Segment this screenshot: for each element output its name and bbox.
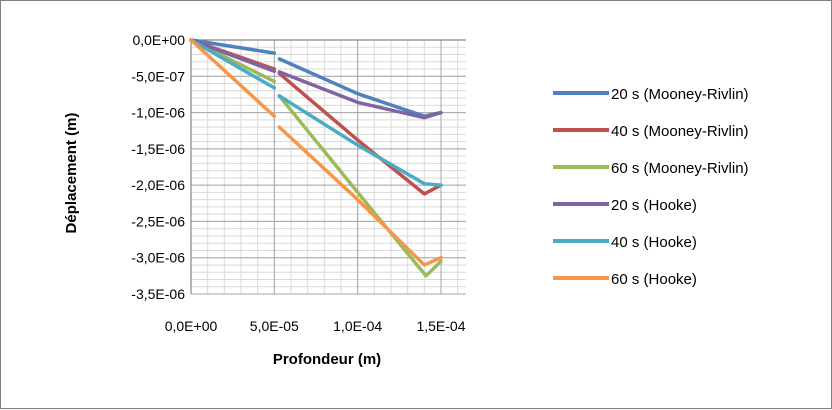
legend-item: 40 s (Mooney-Rivlin) xyxy=(553,123,749,140)
series-line-6 xyxy=(189,38,443,267)
x-tick-label: 1,0E-04 xyxy=(333,318,382,334)
x-tick-label: 5,0E-05 xyxy=(250,318,299,334)
y-tick-label: -1,0E-06 xyxy=(131,105,185,121)
y-tick-label: 0,0E+00 xyxy=(132,32,185,48)
y-tick-label: -2,0E-06 xyxy=(131,177,185,193)
y-axis-title: Déplacement (m) xyxy=(63,113,80,234)
series-line-4 xyxy=(189,38,443,120)
axes xyxy=(190,39,466,294)
legend-label: 40 s (Mooney-Rivlin) xyxy=(611,123,749,140)
x-tick-labels: 0,0E+00 5,0E-05 1,0E-04 1,5E-04 xyxy=(165,318,466,334)
series-segment xyxy=(277,71,443,196)
legend: 20 s (Mooney-Rivlin) 40 s (Mooney-Rivlin)… xyxy=(553,86,749,288)
y-tick-label: -5,0E-07 xyxy=(131,68,185,84)
legend-item: 60 s (Hooke) xyxy=(553,271,697,288)
series-segment xyxy=(189,38,277,90)
series-segment xyxy=(189,38,277,118)
legend-item: 20 s (Hooke) xyxy=(553,197,697,214)
y-tick-label: -3,0E-06 xyxy=(131,250,185,266)
x-tick-label: 0,0E+00 xyxy=(165,318,218,334)
legend-item: 40 s (Hooke) xyxy=(553,234,697,251)
series-lines xyxy=(189,38,443,278)
legend-label: 40 s (Hooke) xyxy=(611,234,697,251)
series-line-5 xyxy=(189,38,443,187)
series-segment xyxy=(277,125,443,267)
legend-label: 60 s (Mooney-Rivlin) xyxy=(611,160,749,177)
legend-label: 60 s (Hooke) xyxy=(611,271,697,288)
y-tick-label: -3,5E-06 xyxy=(131,286,185,302)
y-tick-labels: 0,0E+00 -5,0E-07 -1,0E-06 -1,5E-06 -2,0E-06 -… xyxy=(131,32,185,302)
series-segment xyxy=(189,38,277,73)
x-tick-label: 1,5E-04 xyxy=(416,318,465,334)
legend-item: 60 s (Mooney-Rivlin) xyxy=(553,160,749,177)
legend-label: 20 s (Mooney-Rivlin) xyxy=(611,86,749,103)
series-segment xyxy=(277,70,443,120)
y-tick-label: -2,5E-06 xyxy=(131,213,185,229)
series-segment xyxy=(189,38,277,55)
series-segment xyxy=(277,57,443,118)
legend-label: 20 s (Hooke) xyxy=(611,197,697,214)
series-segment xyxy=(277,94,443,187)
y-tick-label: -1,5E-06 xyxy=(131,141,185,157)
x-axis-title: Profondeur (m) xyxy=(273,351,381,368)
legend-item: 20 s (Mooney-Rivlin) xyxy=(553,86,749,103)
